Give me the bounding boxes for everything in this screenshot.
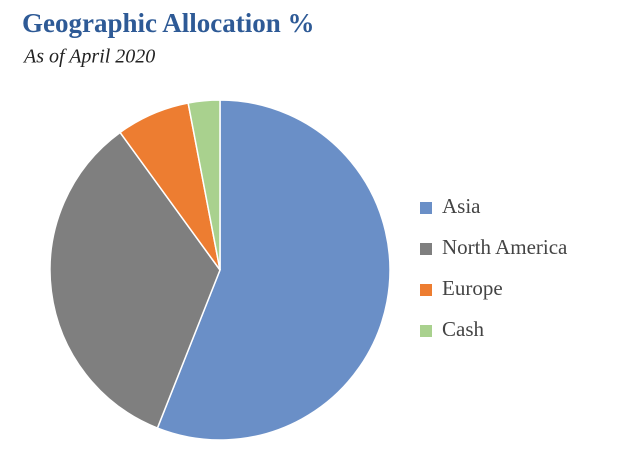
pie-slice [187, 99, 221, 271]
legend-swatch [420, 202, 432, 214]
legend-swatch [420, 284, 432, 296]
legend-swatch [420, 325, 432, 337]
pie [49, 99, 391, 441]
legend: Asia North America Europe Cash [420, 194, 568, 341]
pie-slice [49, 131, 221, 430]
legend-label: North America [442, 235, 568, 259]
chart-title: Geographic Allocation % [22, 8, 315, 38]
legend-label: Europe [442, 276, 503, 300]
legend-swatch [420, 243, 432, 255]
chart-subtitle: As of April 2020 [22, 46, 155, 68]
pie-slice [156, 99, 391, 441]
legend-label: Cash [442, 317, 485, 341]
legend-label: Asia [442, 194, 481, 218]
